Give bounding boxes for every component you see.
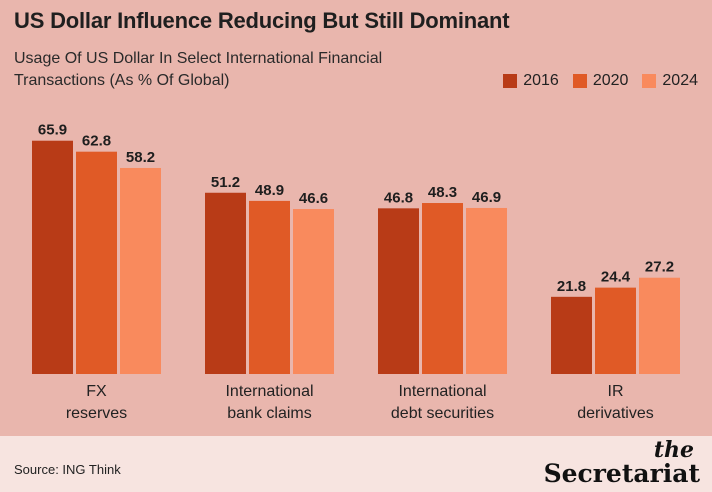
- source-note: Source: ING Think: [14, 462, 121, 477]
- bar-2024-1: [293, 209, 334, 374]
- category-label-3-0: IR: [608, 383, 624, 400]
- brand-logo: the Secretariat: [543, 437, 700, 488]
- category-label-0-1: reserves: [66, 405, 127, 422]
- bar-2024-0: [120, 167, 161, 374]
- bar-chart: 65.9 62.8 58.2 FX reserves 51.2 48.9 46.6 Intern…: [32, 122, 680, 422]
- legend-swatch-2024: [642, 74, 657, 88]
- bar-2024-2: [466, 207, 507, 374]
- data-label-2024-1: 46.6: [299, 190, 328, 207]
- bar-2020-3: [595, 287, 636, 374]
- bar-2016-3: [551, 296, 592, 374]
- data-label-2016-0: 65.9: [38, 122, 67, 139]
- legend-label-2024: 2024: [662, 72, 698, 89]
- legend-item-2020: 2020: [572, 72, 629, 90]
- data-label-2024-0: 58.2: [126, 149, 155, 166]
- category-label-3-1: derivatives: [577, 405, 653, 422]
- category-label-0-0: FX: [86, 383, 107, 400]
- legend-swatch-2016: [503, 74, 518, 88]
- bar-2020-0: [76, 151, 117, 374]
- bar-2016-2: [378, 208, 419, 374]
- data-label-2020-1: 48.9: [255, 182, 284, 199]
- data-label-2016-1: 51.2: [211, 174, 240, 191]
- legend-label-2020: 2020: [592, 72, 629, 89]
- category-label-2-0: International: [398, 383, 486, 400]
- bar-2020-2: [422, 203, 463, 374]
- data-label-2024-3: 27.2: [645, 259, 674, 276]
- data-label-2020-2: 48.3: [428, 184, 457, 201]
- brand-the: the: [653, 437, 694, 463]
- footer: Source: ING Think the Secretariat: [0, 436, 712, 492]
- chart-title: US Dollar Influence Reducing But Still D…: [14, 8, 510, 33]
- brand-name: Secretariat: [543, 459, 700, 488]
- chart-subtitle: Usage Of US Dollar In Select Internation…: [14, 50, 383, 89]
- legend-item-2024: 2024: [642, 72, 698, 90]
- bar-2024-3: [639, 277, 680, 374]
- legend-label-2016: 2016: [523, 72, 559, 89]
- data-label-2024-2: 46.9: [472, 189, 501, 206]
- bar-2016-0: [32, 140, 73, 374]
- category-label-2-1: debt securities: [391, 405, 494, 422]
- data-label-2016-2: 46.8: [384, 189, 413, 206]
- legend-item-2016: 2016: [503, 72, 559, 90]
- category-label-1-1: bank claims: [227, 405, 311, 422]
- data-label-2020-0: 62.8: [82, 133, 111, 150]
- data-label-2020-3: 24.4: [601, 269, 631, 286]
- category-label-1-0: International: [225, 383, 313, 400]
- bar-2016-1: [205, 192, 246, 374]
- legend-swatch-2020: [572, 74, 587, 88]
- legend: 2016 2020 2024: [503, 72, 698, 90]
- data-label-2016-3: 21.8: [557, 278, 586, 295]
- bar-2020-1: [249, 200, 290, 374]
